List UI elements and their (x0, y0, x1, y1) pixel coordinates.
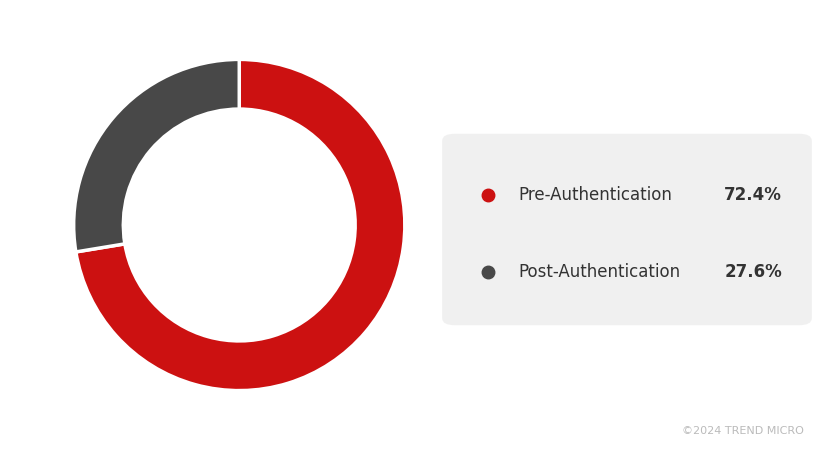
Text: Pre-Authentication: Pre-Authentication (518, 186, 672, 204)
Text: 27.6%: 27.6% (724, 263, 782, 281)
Text: Post-Authentication: Post-Authentication (518, 263, 681, 281)
FancyBboxPatch shape (442, 134, 812, 325)
Text: 72.4%: 72.4% (724, 186, 782, 204)
Text: ©2024 TREND MICRO: ©2024 TREND MICRO (682, 427, 804, 436)
Wedge shape (73, 59, 239, 252)
Wedge shape (76, 59, 405, 391)
